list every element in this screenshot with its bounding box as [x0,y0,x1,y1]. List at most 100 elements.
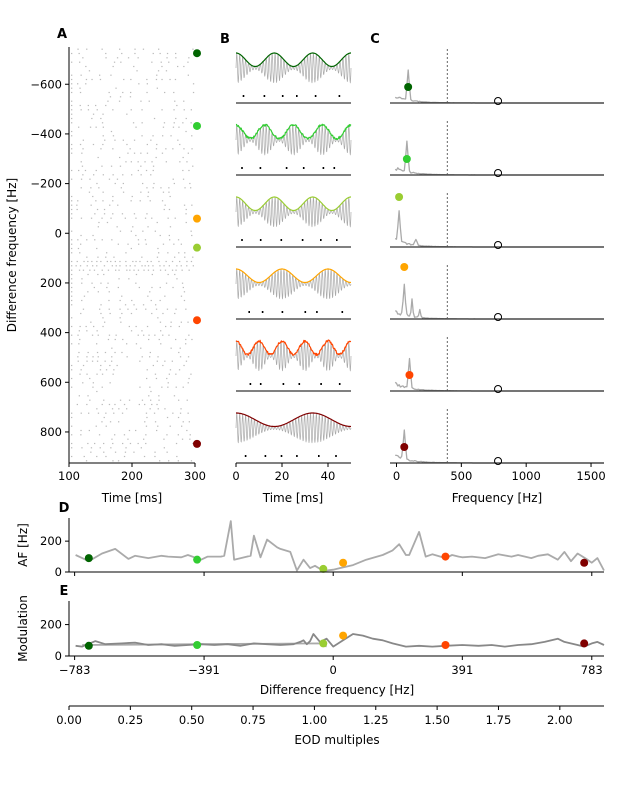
raster-spike [110,130,113,133]
raster-spike [111,360,113,362]
raster-spike [84,169,87,172]
raster-spike [165,70,168,72]
raster-spike [147,191,150,193]
raster-spike [96,343,98,345]
raster-spike [154,373,157,375]
raster-spike [169,369,172,371]
raster-spike [119,260,121,263]
beat-envelope-line [236,52,351,68]
raster-spike [179,356,182,358]
raster-spike [120,321,122,323]
raster-spike [173,395,176,397]
raster-spike [106,286,108,289]
raster-spike [130,91,132,94]
raster-spike [71,152,73,154]
raster-spike [170,347,172,349]
raster-spike [172,178,174,180]
raster-spike [121,351,123,354]
raster-spike [179,412,182,414]
raster-spike [184,256,186,258]
raster-spike [99,447,101,449]
raster-spike [174,78,177,81]
spike-mark [301,239,304,241]
raster-spike [112,65,114,68]
raster-spike [108,178,111,180]
raster-spike [181,425,183,427]
raster-spike [91,334,94,336]
spike-mark [281,95,284,97]
raster-spike [175,308,177,310]
raster-spike [119,317,121,319]
panel-label-d: D [59,501,70,516]
raster-spike [94,442,96,445]
raster-spike [101,217,103,219]
raster-spike [168,265,170,267]
tick-label-y: 0 [55,565,62,579]
raster-spike [104,139,106,141]
raster-spike [141,122,143,124]
raster-spike [71,178,73,180]
raster-spike [183,100,185,102]
axis-label-y: AF [Hz] [16,523,30,567]
series-marker [84,641,93,650]
raster-spike [115,269,117,271]
raster-spike [125,260,127,263]
raster-spike [89,269,91,271]
raster-spike [107,269,110,271]
series-marker [339,558,348,567]
raster-spike [117,204,119,206]
raster-spike [111,356,113,358]
raster-spike [163,265,165,267]
raster-spike [101,239,103,241]
raster-spike [152,52,154,55]
raster-spike [119,399,122,401]
raster-spike [71,416,73,419]
raster-spike [186,161,188,163]
raster-spike [116,364,118,367]
raster-spike [167,273,169,276]
raster-spike [81,278,83,280]
raster-spike [101,421,103,423]
raster-spike [81,447,83,449]
raster-spike [140,191,142,193]
raster-spike [115,87,117,89]
raster-spike [134,48,136,50]
raster-spike [162,191,165,193]
raster-spike [167,386,169,388]
raster-spike [133,451,135,453]
df-marker [193,439,201,448]
raster-spike [132,122,135,124]
raster-spike [71,317,73,319]
beat-envelope-line [235,339,352,357]
raster-spike [108,299,110,302]
raster-spike [112,460,114,462]
raster-spike [108,403,111,406]
raster-spike [162,334,164,336]
raster-spike [162,135,164,137]
raster-spike [190,460,193,462]
raster-spike [129,442,132,445]
raster-spike [112,174,114,176]
raster-spike [172,412,174,414]
tick-label-b-x: 20 [275,469,290,483]
series-marker [441,552,450,561]
raster-spike [79,373,81,375]
raster-spike [71,122,73,124]
raster-spike [118,269,120,271]
raster-spike [94,239,96,241]
raster-spike [150,390,152,393]
raster-spike [97,256,99,258]
raster-spike [71,109,73,111]
raster-spike [175,117,177,120]
raster-spike [128,325,130,328]
raster-spike [112,109,114,111]
raster-spike [168,191,170,193]
raster-spike [92,113,95,115]
raster-spike [76,208,78,211]
raster-spike [122,182,124,185]
raster-spike [144,161,146,163]
raster-spike [112,195,114,198]
raster-spike [112,200,114,202]
raster-spike [137,334,139,336]
raster-spike [149,351,151,354]
